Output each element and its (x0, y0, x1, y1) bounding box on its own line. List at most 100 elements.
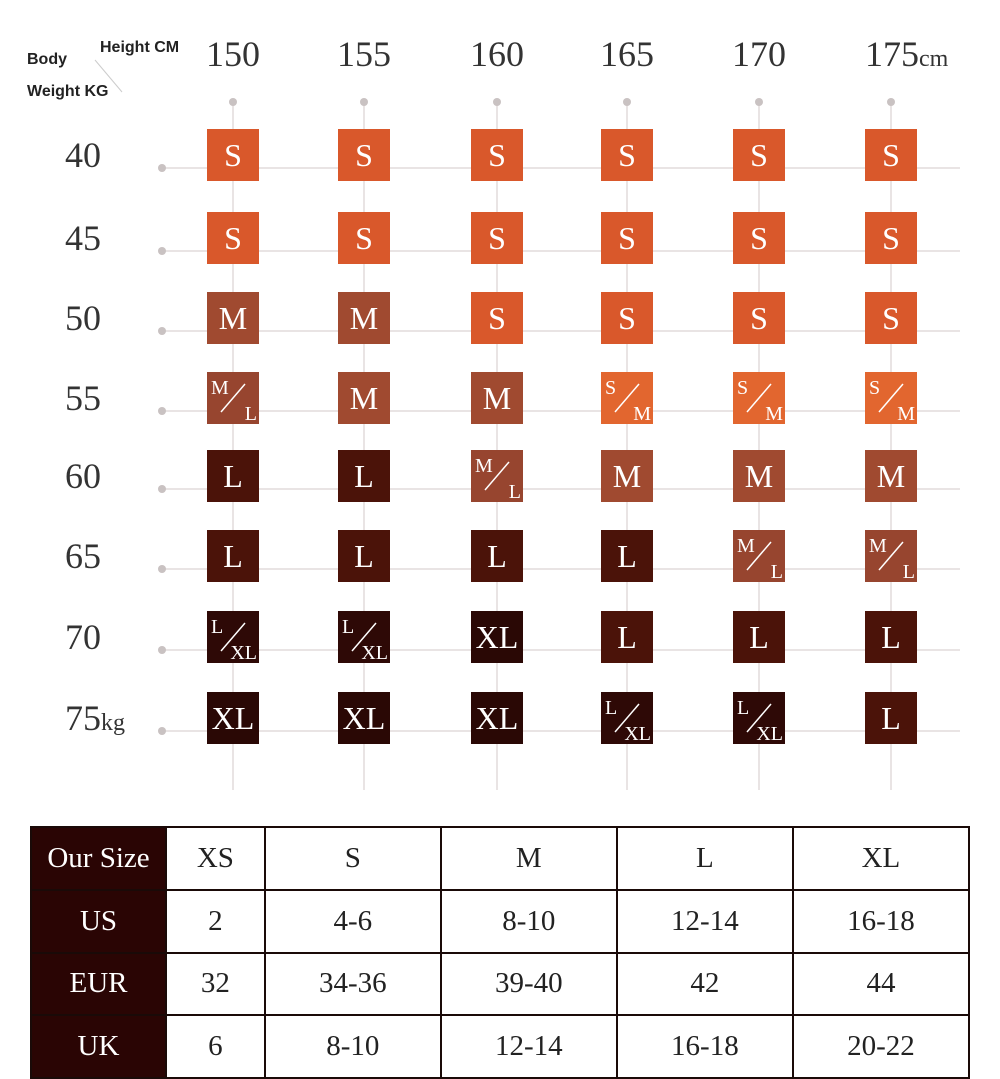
size-label: L (749, 619, 769, 655)
size-label: M (483, 380, 511, 416)
size-label: XL (476, 700, 519, 736)
size-cell (207, 212, 259, 264)
corner-body: Body (27, 51, 67, 68)
size-label: S (224, 137, 242, 173)
size-cell (601, 450, 653, 502)
size-cell (733, 450, 785, 502)
table-row: US 2 4-6 8-10 12-14 16-18 (30, 888, 971, 954)
size-bottom: XL (624, 723, 651, 745)
row-header: UK (30, 1014, 167, 1079)
grid-dot (158, 646, 166, 654)
grid-dot (158, 327, 166, 335)
height-label: 175cm (865, 34, 949, 74)
size-label: M (613, 458, 641, 494)
size-label: XL (476, 619, 519, 655)
size-cell (865, 692, 917, 744)
split-slash (746, 383, 772, 413)
table-cell: 12-14 (615, 888, 794, 954)
size-label: S (488, 220, 506, 256)
table-cell: XL (791, 826, 971, 891)
height-unit: cm (919, 46, 949, 72)
size-cell (207, 129, 259, 181)
size-top: S (605, 377, 616, 399)
split-slash (484, 461, 510, 491)
size-label: S (488, 300, 506, 336)
size-label: XL (343, 700, 386, 736)
weight-label: 50 (65, 298, 101, 338)
table-cell: M (439, 826, 618, 891)
size-label: S (355, 220, 373, 256)
size-label: S (224, 220, 242, 256)
size-cell (338, 692, 390, 744)
height-label: 165 (600, 34, 654, 74)
size-cell (207, 292, 259, 344)
table-cell: XS (165, 826, 266, 891)
split-slash (746, 541, 772, 571)
table-cell: 12-14 (439, 1014, 618, 1079)
size-cell (471, 692, 523, 744)
weight-label: 40 (65, 135, 101, 175)
size-cell (207, 692, 259, 744)
table-cell: 16-18 (791, 888, 971, 954)
size-label: M (219, 300, 247, 336)
size-label: L (354, 458, 374, 494)
size-cell (338, 530, 390, 582)
size-label: M (745, 458, 773, 494)
grid-dot (158, 247, 166, 255)
size-label: L (487, 538, 507, 574)
size-cell (733, 129, 785, 181)
size-grid: Body Height CM Weight KG 150 155 160 165 170… (27, 34, 960, 790)
table-cell: 20-22 (791, 1014, 971, 1079)
size-label: M (350, 380, 378, 416)
size-cell (601, 611, 653, 663)
size-cell (338, 129, 390, 181)
table-cell: 2 (165, 888, 266, 954)
size-label: S (618, 137, 636, 173)
corner-divider (94, 59, 123, 93)
split-slash (614, 703, 640, 733)
size-cell (471, 129, 523, 181)
table-cell: 8-10 (263, 1014, 442, 1079)
size-cell (601, 129, 653, 181)
grid-dot (229, 98, 237, 106)
size-label: S (750, 137, 768, 173)
grid-dot (360, 98, 368, 106)
size-cell (601, 292, 653, 344)
size-bottom: M (897, 403, 915, 425)
size-top: M (737, 535, 755, 557)
size-cell (865, 611, 917, 663)
weight-label: 65 (65, 536, 101, 576)
size-label: S (750, 220, 768, 256)
size-top: L (342, 616, 354, 638)
size-label: L (617, 619, 637, 655)
size-top: L (211, 616, 223, 638)
size-label: S (882, 300, 900, 336)
size-label: L (617, 538, 637, 574)
grid-dot (158, 407, 166, 415)
size-cell (733, 611, 785, 663)
grid-dot (158, 727, 166, 735)
table-row: EUR 32 34-36 39-40 42 44 (30, 951, 971, 1017)
size-cell (338, 372, 390, 424)
size-label: M (350, 300, 378, 336)
table-cell: 42 (615, 951, 794, 1017)
size-bottom: M (633, 403, 651, 425)
table-cell: 4-6 (263, 888, 442, 954)
size-top: M (211, 377, 229, 399)
corner-height: Height CM (100, 39, 179, 56)
size-label: L (223, 538, 243, 574)
weight-unit: kg (101, 710, 125, 736)
size-cell (338, 212, 390, 264)
table-cell: L (615, 826, 794, 891)
split-slash (878, 383, 904, 413)
size-bottom: XL (361, 642, 388, 664)
grid-dot (887, 98, 895, 106)
size-top: S (869, 377, 880, 399)
grid-dot (158, 485, 166, 493)
size-cell (207, 530, 259, 582)
size-top: M (869, 535, 887, 557)
size-label: S (882, 137, 900, 173)
size-label: L (354, 538, 374, 574)
size-cell (601, 212, 653, 264)
size-cell (207, 450, 259, 502)
